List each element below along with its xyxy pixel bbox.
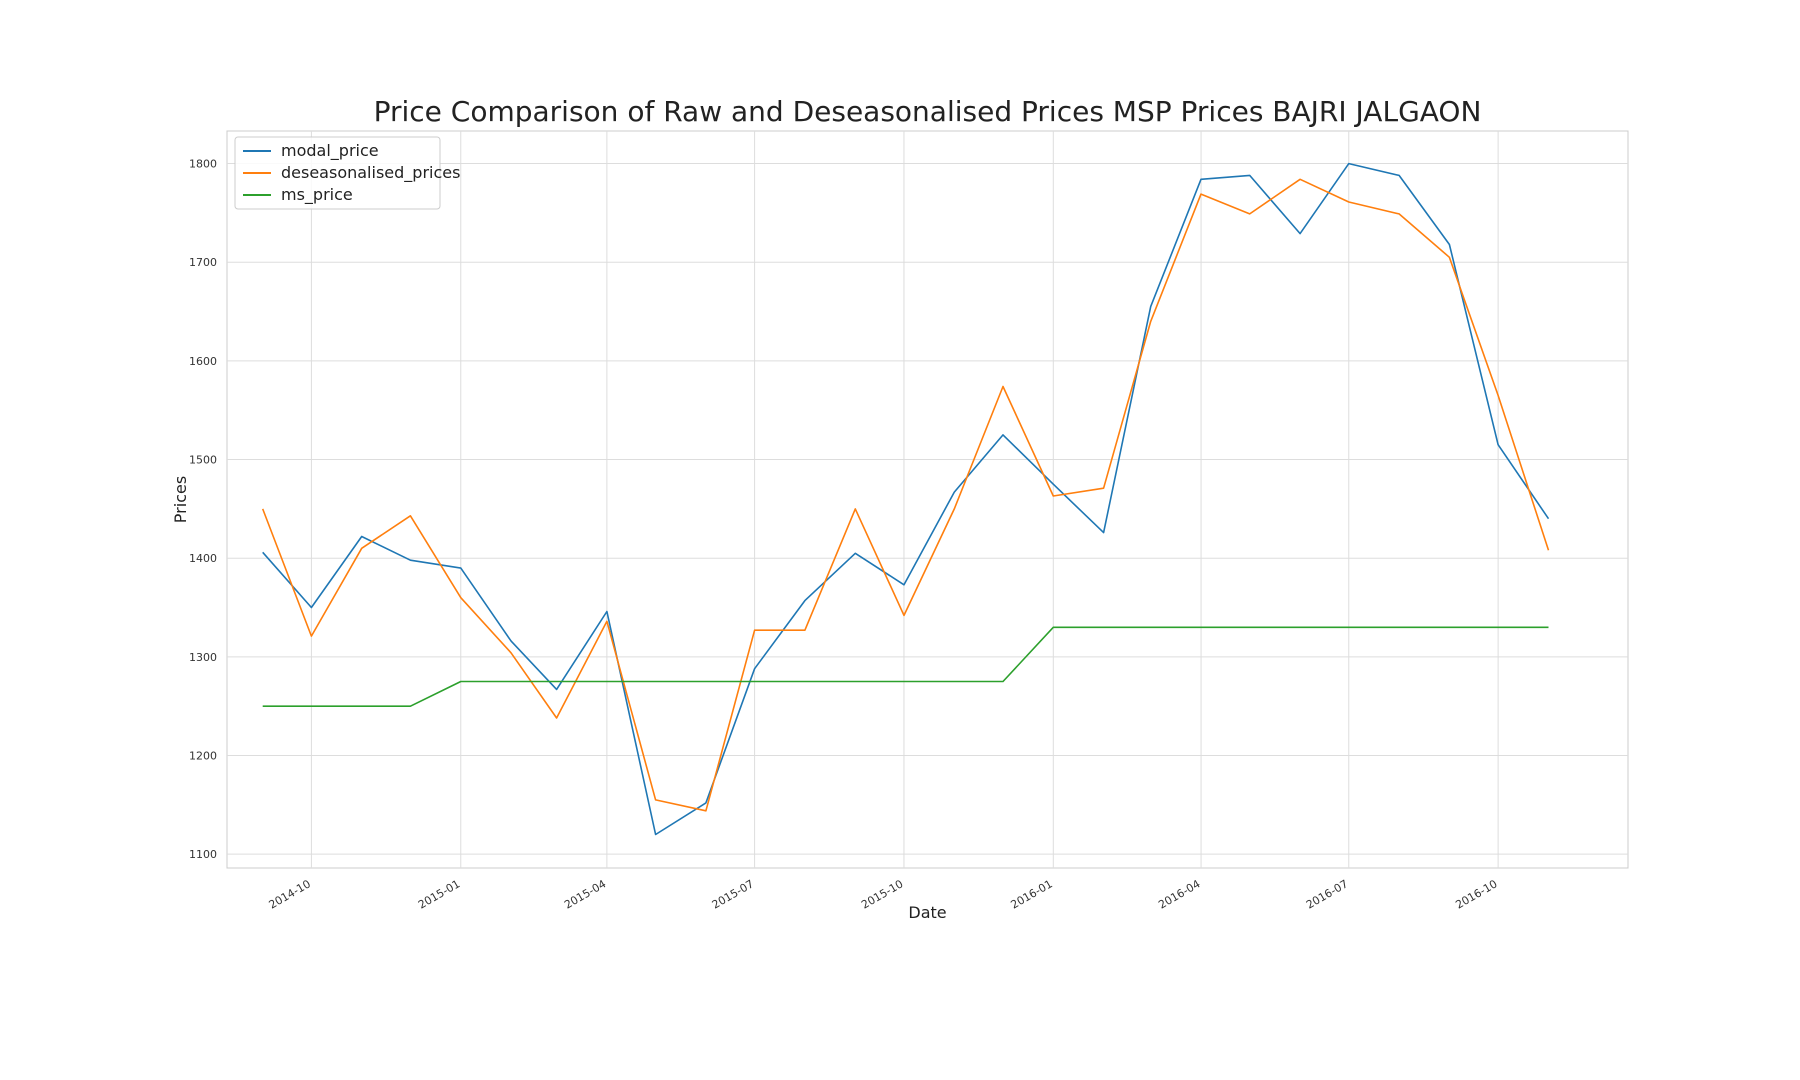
y-tick-label: 1600 [189,355,217,368]
x-tick-label: 2016-04 [1156,877,1202,911]
x-axis-label: Date [908,903,946,922]
legend-label-ms_price: ms_price [281,185,353,205]
series-line-modal_price [262,162,1550,836]
y-tick-label: 1500 [189,454,217,467]
y-tick-label: 1300 [189,651,217,664]
x-tick-label: 2015-04 [562,877,608,911]
legend-box [234,136,441,210]
series-line-deseasonalised_prices [261,178,1550,812]
x-tick-label: 2016-10 [1453,877,1499,911]
series-line-ms_price [262,626,1549,708]
x-tick-label: 2014-10 [267,877,313,911]
x-tick-label: 2015-01 [416,877,462,911]
x-tick-label: 2015-10 [859,877,905,911]
chart-title: Price Comparison of Raw and Deseasonalis… [374,95,1482,128]
x-tick-label: 2016-01 [1009,877,1055,911]
y-tick-label: 1400 [189,552,217,565]
y-tick-label: 1800 [189,158,217,171]
grid-lines [227,131,1628,868]
x-tick-label: 2016-07 [1304,877,1350,911]
y-tick-label: 1200 [189,750,217,763]
legend-label-deseasonalised_prices: deseasonalised_prices [281,163,460,183]
series-lines [261,162,1550,836]
y-tick-label: 1700 [189,256,217,269]
x-tick-label: 2015-07 [710,877,756,911]
plot-background [226,130,1629,869]
legend-label-modal_price: modal_price [281,141,379,161]
y-tick-label: 1100 [189,848,217,861]
y-axis-label: Prices [171,476,190,523]
